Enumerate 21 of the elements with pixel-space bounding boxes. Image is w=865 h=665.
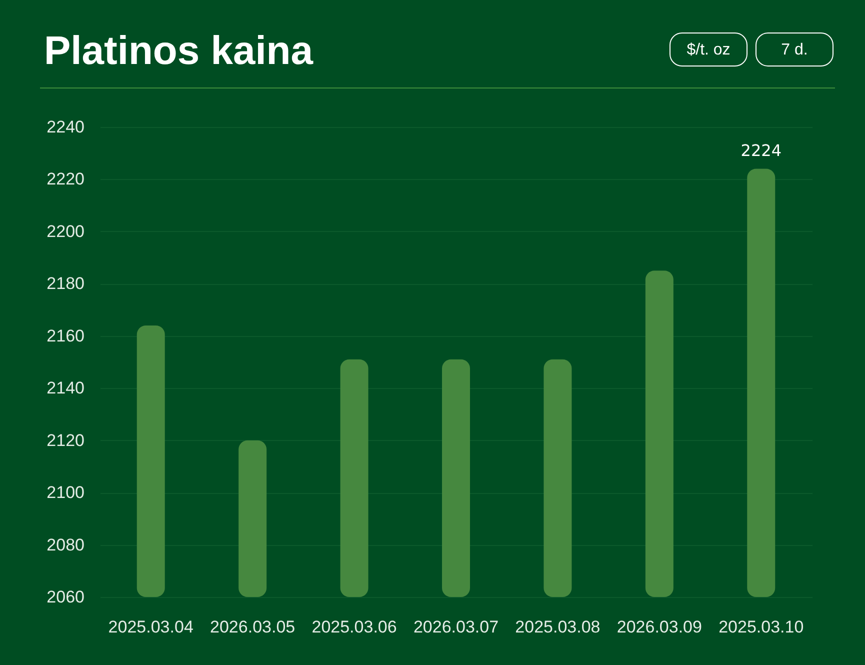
chart-title: Platinos kaina (44, 29, 314, 73)
x-tick-label: 2026.03.05 (210, 618, 296, 636)
x-tick-label: 2025.03.10 (718, 618, 804, 636)
y-tick-label: 2140 (46, 378, 84, 398)
x-tick-label: 2025.03.08 (515, 618, 600, 636)
x-tick-label: 2025.03.04 (108, 618, 194, 636)
y-tick-label: 2160 (46, 326, 84, 346)
x-tick-label: 2026.03.07 (413, 618, 499, 636)
data-label: 2224 (740, 140, 782, 160)
y-tick-label: 2200 (46, 222, 84, 241)
y-tick-label: 2060 (46, 588, 84, 606)
text: $/t. oz (686, 42, 730, 58)
x-tick-label: 2026.03.09 (616, 618, 702, 636)
y-tick-label: 2180 (46, 274, 84, 294)
text: 7 d. (781, 42, 808, 58)
y-tick-label: 2120 (46, 430, 84, 450)
y-tick-label: 2240 (46, 118, 84, 136)
y-tick-label: 2080 (46, 535, 84, 554)
y-tick-label: 2220 (46, 170, 84, 189)
y-tick-label: 2100 (46, 483, 84, 502)
x-tick-label: 2025.03.06 (312, 618, 397, 636)
